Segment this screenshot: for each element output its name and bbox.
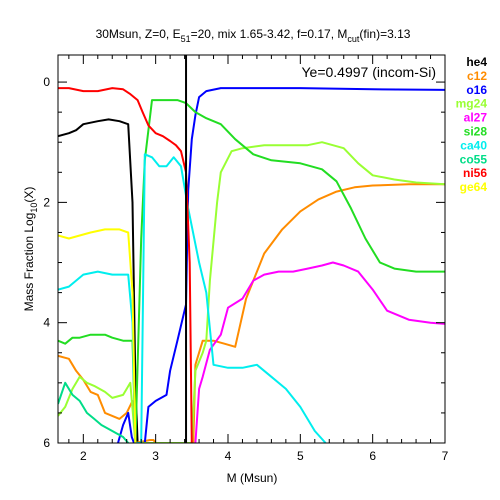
x-tick-label: 7 <box>442 449 449 463</box>
y-tick-label: 0 <box>43 75 50 89</box>
legend-entry-al27: al27 <box>464 111 488 125</box>
y-tick-label: 2 <box>43 195 50 209</box>
axis-ticks: 2 3 4 5 6 7 0 2 4 6 <box>43 55 449 463</box>
x-tick-label: 3 <box>152 449 159 463</box>
legend-entry-ge64: ge64 <box>460 180 488 194</box>
series-line-mg24 <box>58 141 445 443</box>
series-line-si28 <box>58 99 445 443</box>
series-line-ni56 <box>58 87 193 443</box>
y-tick-label: 6 <box>43 436 50 450</box>
x-tick-label: 5 <box>297 449 304 463</box>
legend-entry-si28: si28 <box>464 125 488 139</box>
series-line-ge64 <box>58 228 137 443</box>
series-lines <box>58 87 445 443</box>
plot-frame <box>57 54 446 444</box>
x-tick-label: 4 <box>225 449 232 463</box>
legend-entry-ni56: ni56 <box>463 166 487 180</box>
legend-entry-o16: o16 <box>466 83 487 97</box>
legend-entry-c12: c12 <box>467 69 487 83</box>
chart-title: 30Msun, Z=0, E51=20, mix 1.65-3.42, f=0.… <box>96 27 411 44</box>
x-axis-title: M (Msun) <box>227 471 278 485</box>
ye-annotation: Ye=0.4997 (incom-Si) <box>301 64 436 80</box>
legend-entry-he4: he4 <box>466 55 487 69</box>
legend-entry-ca40: ca40 <box>460 138 487 152</box>
x-tick-label: 6 <box>369 449 376 463</box>
legend-entry-co55: co55 <box>460 152 488 166</box>
series-line-o16 <box>117 87 445 443</box>
series-line-ca40 <box>58 153 327 443</box>
series-line-he4 <box>58 118 139 443</box>
series-line-al27 <box>194 261 445 443</box>
legend-entry-mg24: mg24 <box>456 97 488 111</box>
y-tick-label: 4 <box>43 316 50 330</box>
x-tick-label: 2 <box>80 449 87 463</box>
series-line-co55 <box>58 381 129 443</box>
series-line-c12 <box>58 183 445 443</box>
y-axis-title: Mass Fraction Log10(X) <box>22 187 39 312</box>
